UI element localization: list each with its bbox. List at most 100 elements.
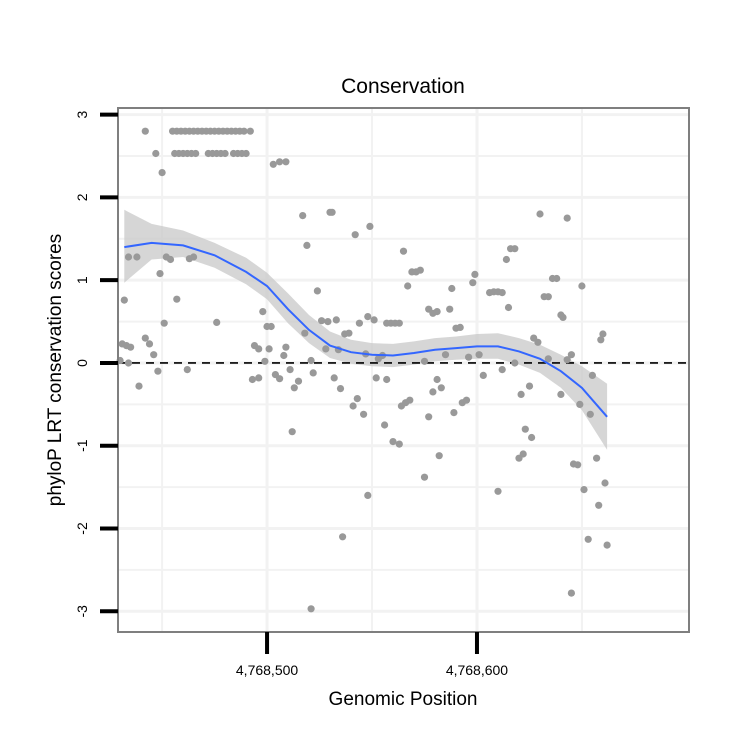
data-point [519, 450, 527, 458]
data-point [525, 382, 534, 390]
data-point [511, 245, 519, 253]
data-point [286, 366, 294, 374]
y-axis-label: phyloP LRT conservation scores [45, 234, 66, 507]
data-point [135, 382, 143, 390]
data-point [322, 345, 330, 353]
data-point [328, 208, 336, 216]
x-tick-label: 4,768,500 [236, 662, 298, 678]
data-point [173, 295, 181, 303]
data-point [345, 329, 353, 337]
data-point [588, 371, 597, 379]
data-point [399, 247, 408, 255]
data-point [389, 438, 397, 446]
data-point [559, 313, 567, 321]
data-point [154, 367, 162, 375]
data-point [433, 308, 441, 316]
data-point [433, 375, 441, 384]
data-point [141, 334, 149, 342]
data-point [429, 388, 437, 396]
y-tick-label: 3 [74, 110, 90, 118]
data-point [158, 169, 166, 177]
data-point [261, 357, 269, 365]
data-point [448, 284, 456, 293]
data-point [330, 374, 338, 382]
data-point [416, 266, 424, 274]
data-point [290, 384, 298, 392]
data-point [307, 605, 315, 613]
data-point [437, 384, 445, 392]
confidence-band [124, 209, 608, 450]
data-point [471, 270, 479, 278]
y-axis-ticks: 3 2 1 0 -1 -2 -3 [74, 110, 118, 618]
data-point [425, 413, 433, 421]
data-point [420, 473, 429, 481]
data-point [288, 428, 296, 436]
data-point [307, 356, 315, 365]
data-point [567, 589, 576, 597]
data-point [521, 425, 529, 433]
data-point [498, 366, 506, 374]
data-point [475, 351, 483, 359]
data-point [318, 317, 326, 325]
data-point [494, 487, 502, 495]
data-point [190, 253, 198, 261]
data-point [360, 410, 368, 418]
data-point [332, 316, 340, 324]
data-point [309, 369, 317, 377]
data-point [324, 318, 332, 326]
data-point [595, 501, 603, 509]
data-point [567, 351, 576, 359]
data-point [213, 318, 221, 326]
data-point [303, 241, 311, 249]
data-point [183, 366, 191, 374]
data-point [381, 421, 389, 429]
data-point [336, 385, 345, 393]
data-point [353, 395, 361, 403]
data-point [498, 289, 506, 297]
data-point [166, 255, 175, 264]
y-tick-label: 2 [74, 193, 90, 201]
data-point [511, 359, 519, 367]
data-point [259, 308, 267, 316]
data-point [240, 127, 248, 135]
data-point [456, 323, 464, 331]
data-point [124, 253, 133, 261]
data-point [372, 374, 380, 382]
y-tick-label: 1 [74, 276, 90, 284]
data-point [120, 296, 128, 304]
data-point [294, 377, 303, 385]
data-point [395, 440, 403, 448]
data-point [435, 452, 443, 460]
confidence-band-group [124, 209, 608, 450]
y-tick-label: -3 [74, 605, 90, 618]
data-point [395, 319, 403, 327]
data-point [349, 402, 357, 410]
data-point [124, 359, 133, 367]
data-point [404, 282, 412, 290]
data-point [603, 541, 611, 549]
chart-title: Conservation [341, 75, 465, 98]
data-point [465, 353, 473, 361]
data-point [370, 316, 378, 324]
data-point [580, 486, 588, 494]
data-point [446, 305, 454, 313]
data-point [248, 375, 256, 384]
data-point [553, 274, 561, 283]
data-point [574, 461, 582, 469]
data-point [563, 356, 571, 364]
data-point [383, 375, 391, 384]
y-tick-label: 0 [74, 359, 90, 367]
data-point [593, 454, 601, 462]
data-point [313, 287, 321, 295]
panel-border [117, 107, 690, 633]
data-point [544, 355, 552, 363]
x-axis-ticks: 4,768,500 4,768,600 [236, 632, 508, 678]
data-point [339, 533, 347, 541]
data-point [276, 375, 284, 383]
data-point [276, 158, 284, 166]
data-point [502, 255, 510, 264]
data-point [280, 351, 288, 360]
data-points [116, 127, 611, 613]
data-point [364, 491, 372, 499]
